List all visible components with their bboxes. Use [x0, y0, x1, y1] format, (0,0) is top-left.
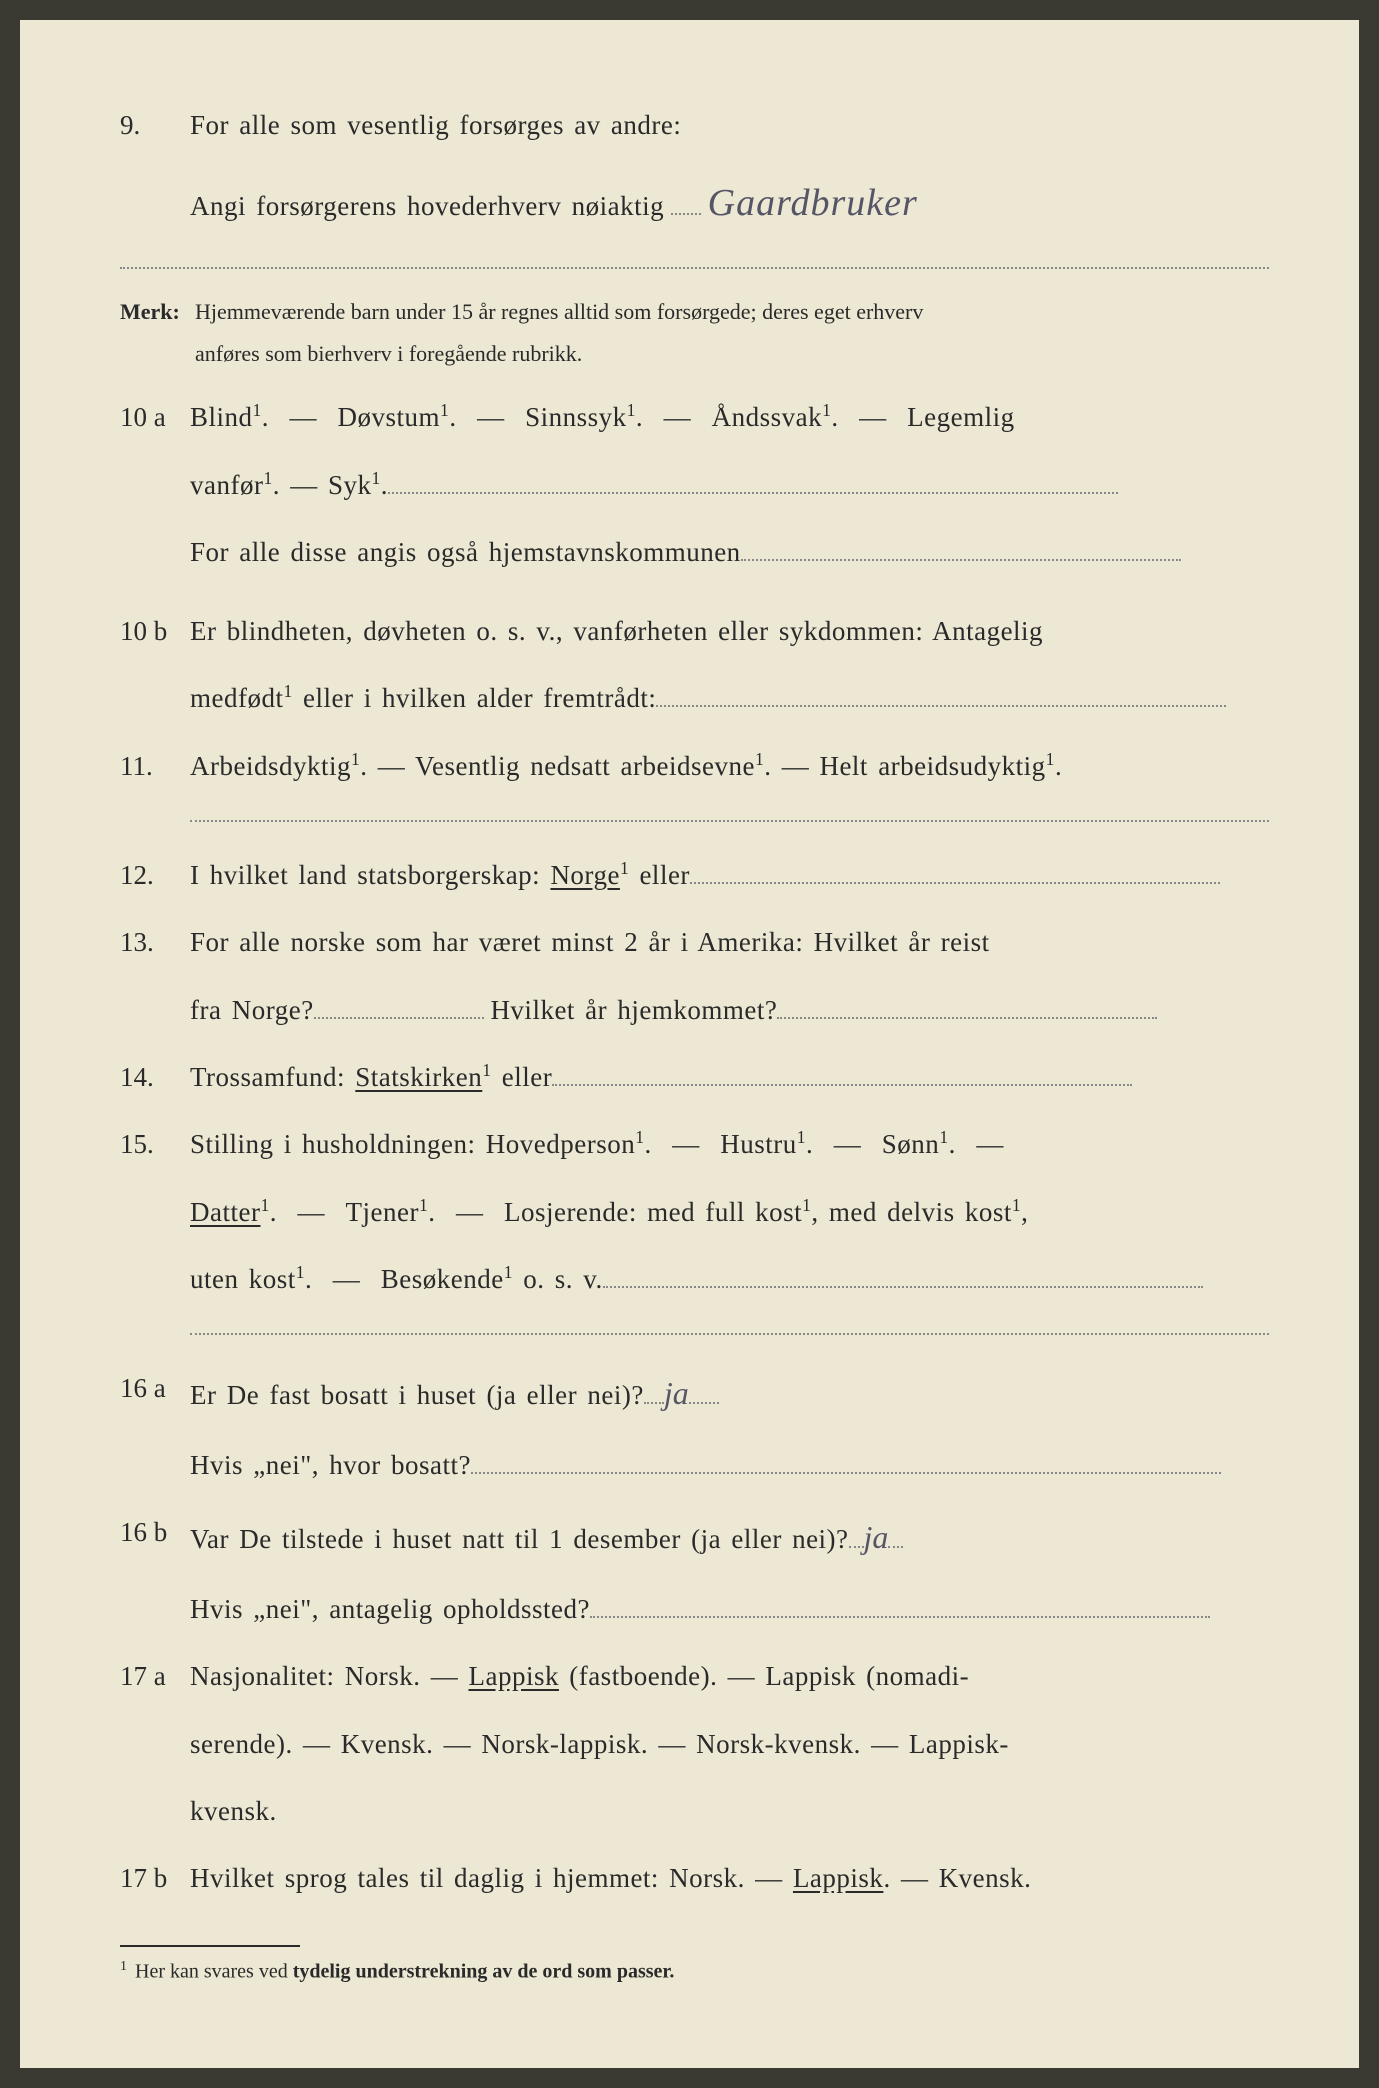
q14-text: Trossamfund: Statskirken1 eller: [190, 1062, 552, 1092]
q16a-answer-handwriting: ja: [664, 1375, 689, 1411]
q16a-line1: 16 aEr De fast bosatt i huset (ja eller …: [120, 1363, 1269, 1424]
merk-label: Merk:: [120, 293, 195, 330]
q13-number: 13.: [120, 917, 190, 968]
q15-line1: 15.Stilling i husholdningen: Hovedperson…: [120, 1119, 1269, 1170]
q15-text1: Stilling i husholdningen: Hovedperson1. …: [190, 1129, 1004, 1159]
q17a-number: 17 a: [120, 1651, 190, 1702]
fill: [314, 992, 484, 1019]
q17b-text: Hvilket sprog tales til daglig i hjemmet…: [190, 1863, 1031, 1893]
footnote-text1: Her kan svares ved: [135, 1960, 293, 1982]
q16a-number: 16 a: [120, 1363, 190, 1414]
q10a-line3: For alle disse angis også hjemstavnskomm…: [120, 527, 1269, 578]
q16b-line1: 16 bVar De tilstede i huset natt til 1 d…: [120, 1507, 1269, 1568]
q15-line3: uten kost1. — Besøkende1 o. s. v.: [120, 1254, 1269, 1305]
q17b-line: 17 bHvilket sprog tales til daglig i hje…: [120, 1853, 1269, 1904]
q14-line: 14.Trossamfund: Statskirken1 eller: [120, 1052, 1269, 1103]
fill: [777, 992, 1157, 1019]
q11-options: Arbeidsdyktig1. — Vesentlig nedsatt arbe…: [190, 751, 1062, 781]
merk-text1: Hjemmeværende barn under 15 år regnes al…: [195, 299, 923, 324]
q16b-text2: Hvis „nei", antagelig opholdssted?: [190, 1594, 590, 1624]
q13-text2a: fra Norge?: [190, 995, 314, 1025]
q16b-number: 16 b: [120, 1507, 190, 1558]
q10b-number: 10 b: [120, 606, 190, 657]
q10a-line2: vanfør1. — Syk1.: [120, 460, 1269, 511]
q9-answer-handwriting: Gaardbruker: [708, 182, 918, 224]
footnote-rule: [120, 1945, 300, 1947]
q9-number: 9.: [120, 100, 190, 151]
q16a-line2: Hvis „nei", hvor bosatt?: [120, 1440, 1269, 1491]
fill: [388, 467, 1118, 494]
q9-line2: Angi forsørgerens hovederhverv nøiaktig …: [120, 167, 1269, 239]
q9-text1: For alle som vesentlig forsørges av andr…: [190, 110, 681, 140]
merk-text2: anføres som bierhverv i foregående rubri…: [195, 341, 582, 366]
fill: [689, 1377, 719, 1404]
q9-text2: Angi forsørgerens hovederhverv nøiaktig: [190, 191, 664, 221]
q17a-line1: 17 aNasjonalitet: Norsk. — Lappisk (fast…: [120, 1651, 1269, 1702]
q12-text: I hvilket land statsborgerskap: Norge1 e…: [190, 860, 690, 890]
q16a-text1: Er De fast bosatt i huset (ja eller nei)…: [190, 1380, 644, 1410]
footnote: 1 Her kan svares ved tydelig understrekni…: [120, 1959, 1269, 1984]
separator: [190, 1333, 1269, 1335]
q12-number: 12.: [120, 850, 190, 901]
q17b-number: 17 b: [120, 1853, 190, 1904]
q13-line2: fra Norge? Hvilket år hjemkommet?: [120, 985, 1269, 1036]
fill: [690, 857, 1220, 884]
footnote-sup: 1: [120, 1959, 127, 1974]
q12-line: 12.I hvilket land statsborgerskap: Norge…: [120, 850, 1269, 901]
fill: [741, 534, 1181, 561]
q15-number: 15.: [120, 1119, 190, 1170]
q9-line1: 9.For alle som vesentlig forsørges av an…: [120, 100, 1269, 151]
q10b-text1: Er blindheten, døvheten o. s. v., vanfør…: [190, 616, 1043, 646]
q10b-text2: medfødt1 eller i hvilken alder fremtrådt…: [190, 683, 656, 713]
q10a-number: 10 a: [120, 392, 190, 443]
q10b-line1: 10 bEr blindheten, døvheten o. s. v., va…: [120, 606, 1269, 657]
q11-number: 11.: [120, 741, 190, 792]
q13-text2b: Hvilket år hjemkommet?: [490, 995, 777, 1025]
fill: [644, 1377, 664, 1404]
q17a-text3: serende). — Kvensk. — Norsk-lappisk. — N…: [190, 1729, 1009, 1759]
q10a-options: Blind1. — Døvstum1. — Sinnssyk1. — Åndss…: [190, 402, 1015, 432]
fill: [849, 1521, 864, 1548]
q14-number: 14.: [120, 1052, 190, 1103]
q17a-text4: kvensk.: [190, 1796, 277, 1826]
fill: [656, 680, 1226, 707]
fill: [552, 1059, 1132, 1086]
q10a-line1: 10 aBlind1. — Døvstum1. — Sinnssyk1. — Å…: [120, 392, 1269, 443]
fill: [603, 1261, 1203, 1288]
q17a-line3: kvensk.: [120, 1786, 1269, 1837]
q17a-text: Nasjonalitet: Norsk. — Lappisk (fastboen…: [190, 1661, 969, 1691]
q15-line2: Datter1. — Tjener1. — Losjerende: med fu…: [120, 1187, 1269, 1238]
q10a-options2: vanfør1. — Syk1.: [190, 470, 388, 500]
q10a-text2: For alle disse angis også hjemstavnskomm…: [190, 537, 741, 567]
q16b-answer-handwriting: ja: [864, 1519, 889, 1555]
fill: [671, 188, 701, 215]
q13-text1: For alle norske som har været minst 2 år…: [190, 927, 990, 957]
merk-line1: Merk:Hjemmeværende barn under 15 år regn…: [120, 293, 1269, 330]
q16b-text1: Var De tilstede i huset natt til 1 desem…: [190, 1524, 849, 1554]
fill: [471, 1447, 1221, 1474]
q15-text2: Datter1. — Tjener1. — Losjerende: med fu…: [190, 1197, 1028, 1227]
fill: [590, 1591, 1210, 1618]
fill: [888, 1521, 903, 1548]
census-form-page: 9.For alle som vesentlig forsørges av an…: [20, 20, 1359, 2068]
separator: [120, 267, 1269, 269]
q15-text3: uten kost1. — Besøkende1 o. s. v.: [190, 1264, 603, 1294]
q11-line: 11.Arbeidsdyktig1. — Vesentlig nedsatt a…: [120, 741, 1269, 792]
merk-line2: anføres som bierhverv i foregående rubri…: [120, 335, 1269, 372]
q17a-line2: serende). — Kvensk. — Norsk-lappisk. — N…: [120, 1719, 1269, 1770]
q16b-line2: Hvis „nei", antagelig opholdssted?: [120, 1584, 1269, 1635]
q13-line1: 13.For alle norske som har været minst 2…: [120, 917, 1269, 968]
q10b-line2: medfødt1 eller i hvilken alder fremtrådt…: [120, 673, 1269, 724]
footnote-bold: tydelig understrekning av de ord som pas…: [293, 1960, 675, 1982]
q16a-text2: Hvis „nei", hvor bosatt?: [190, 1450, 471, 1480]
separator: [190, 820, 1269, 822]
